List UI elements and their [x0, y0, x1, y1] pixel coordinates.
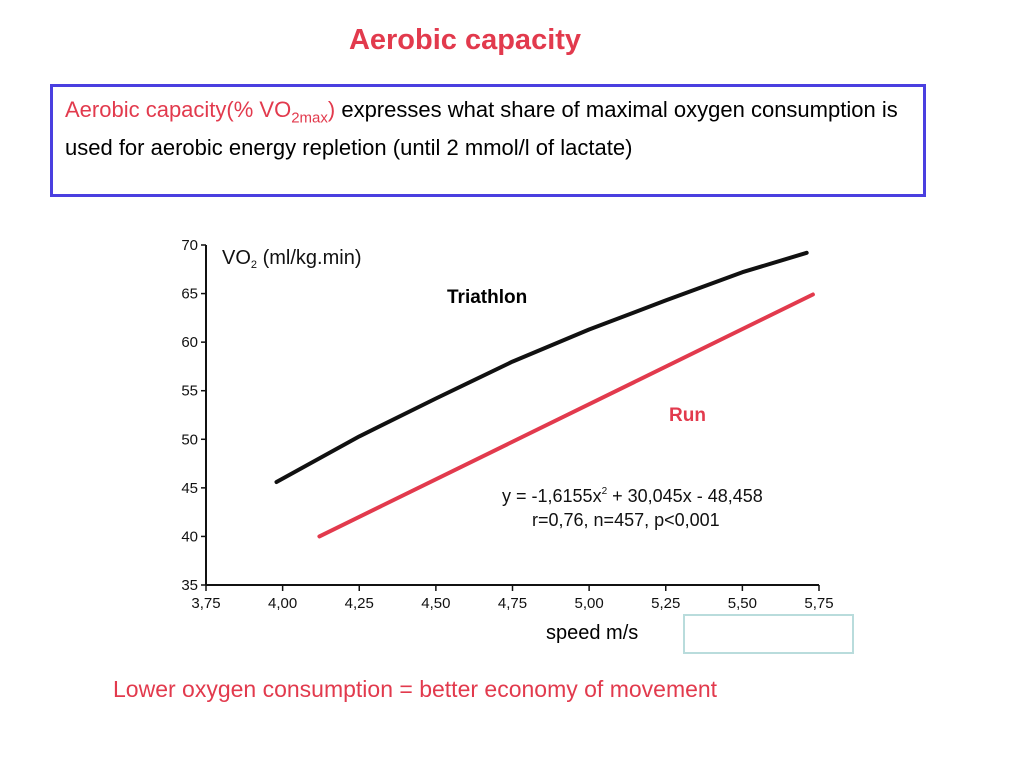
x-tick-label: 5,50 — [728, 595, 757, 612]
definition-box: Aerobic capacity(% VO2max) expresses wha… — [50, 84, 926, 197]
series-group — [274, 250, 815, 539]
y-tick-label: 70 — [181, 237, 198, 254]
definition-term-text: Aerobic capacity(% VO — [65, 97, 292, 122]
y-axis-label: VO2 (ml/kg.min) — [222, 247, 361, 271]
y-tick-label: 40 — [181, 528, 198, 545]
x-tick-label: 5,75 — [804, 595, 833, 612]
footer-statement: Lower oxygen consumption = better econom… — [113, 676, 718, 702]
definition-term: Aerobic capacity(% VO2max) — [65, 97, 336, 126]
regression-stats: r=0,76, n=457, p<0,001 — [532, 510, 720, 530]
x-tick-label: 4,75 — [498, 595, 527, 612]
x-tick-label: 3,75 — [191, 595, 220, 612]
y-tick-label: 50 — [181, 431, 198, 448]
x-axis-label: speed m/s — [546, 622, 639, 644]
series-line-triathlon — [274, 250, 809, 484]
y-tick-label: 55 — [181, 383, 198, 400]
equation-sup: 2 — [602, 486, 608, 497]
equation-rest: + 30,045x - 48,458 — [607, 486, 763, 506]
y-tick-label: 45 — [181, 480, 198, 497]
y-axis-label-rest: (ml/kg.min) — [257, 247, 361, 269]
empty-box — [683, 614, 854, 654]
definition-term-close: ) — [327, 97, 336, 122]
series-label-triathlon: Triathlon — [447, 287, 527, 308]
x-tick-label: 5,00 — [575, 595, 604, 612]
y-ticks: 35 40 45 50 55 60 65 70 — [181, 237, 206, 594]
x-tick-label: 4,50 — [421, 595, 450, 612]
y-tick-label: 35 — [181, 577, 198, 594]
definition-term-subscript: 2max — [291, 109, 328, 127]
slide-title: Aerobic capacity — [348, 24, 582, 56]
x-tick-label: 4,00 — [268, 595, 297, 612]
equation-main: y = -1,6155x — [502, 486, 602, 506]
regression-equation: y = -1,6155x2 + 30,045x - 48,458 — [502, 486, 763, 506]
definition-text: expresses what share of maximal oxygen c… — [65, 97, 898, 161]
x-ticks: 3,75 4,00 4,25 4,50 4,75 5,00 5,25 5,50 5,75 — [191, 585, 834, 612]
y-tick-label: 60 — [181, 334, 198, 351]
series-label-run: Run — [669, 405, 706, 426]
y-tick-label: 65 — [181, 286, 198, 303]
y-axis-label-main: VO — [222, 247, 251, 269]
x-tick-label: 4,25 — [345, 595, 374, 612]
y-axis-label-sub: 2 — [251, 259, 257, 271]
series-line-run — [317, 292, 815, 539]
vo2-speed-chart: 35 40 45 50 55 60 65 70 3,75 4,00 4,25 4,50 4,75 5,0… — [181, 237, 834, 612]
x-tick-label: 5,25 — [651, 595, 680, 612]
